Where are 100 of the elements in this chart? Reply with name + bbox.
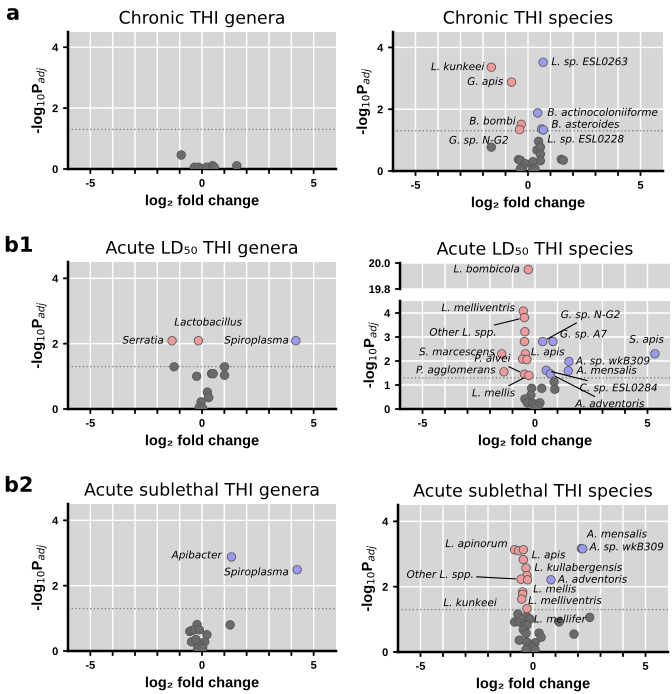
x-axis-title: log₂ fold change [478, 434, 592, 448]
x-axis-title: log₂ fold change [146, 676, 259, 690]
annotation: L. bombicola [454, 264, 520, 273]
annotation: A. mensalis [586, 530, 647, 538]
annotation: L. kunkeei [431, 62, 484, 70]
annotation: B. bombi [470, 116, 516, 125]
x-tick-label: 0 [199, 179, 205, 187]
chart-title: Acute sublethal THI genera [84, 482, 318, 500]
annotation: L. melliventris [528, 596, 602, 604]
annotation: L. apinorum [446, 539, 507, 550]
x-tick-label: 5 [310, 419, 316, 427]
point [530, 645, 540, 652]
y-tick-label: 4 [52, 516, 58, 524]
annotation: L. mellis [533, 584, 576, 593]
text: b2 [6, 476, 32, 492]
point [546, 575, 556, 585]
point [194, 336, 204, 346]
y-tick-label: 2 [382, 582, 388, 591]
y-tick-label: 0 [378, 167, 383, 176]
point [518, 545, 528, 554]
y-tick-label: 2 [384, 357, 390, 366]
point [521, 628, 531, 638]
point [538, 336, 548, 346]
annotation: Other L. spp. [406, 570, 472, 580]
y-tick-label: 4 [377, 44, 384, 52]
point [506, 77, 516, 87]
x-tick-label: -5 [86, 419, 95, 427]
point [522, 604, 532, 614]
x-tick-label: 0 [532, 419, 538, 427]
annotation: L. mellis [472, 388, 515, 396]
x-tick-label: -5 [86, 661, 95, 669]
annotation: L. sp. ESL0263 [552, 57, 628, 68]
x-tick-label: -5 [416, 662, 426, 670]
point [291, 336, 300, 346]
annotation: B. actinocoloniiforme [548, 108, 658, 116]
point [518, 554, 528, 564]
point [548, 336, 558, 346]
x-tick-label: 0 [525, 181, 531, 189]
point [522, 575, 532, 585]
point [169, 362, 179, 372]
annotation: Spiroplasma [224, 567, 288, 578]
point [226, 552, 236, 562]
annotation: S. apis [629, 334, 664, 345]
y-tick-label: 2 [52, 340, 58, 348]
point [192, 372, 202, 382]
y-tick-label: 4 [382, 518, 388, 526]
point [564, 366, 573, 376]
y-axis-title: -log$_{10}$P$_{adj}$ [363, 322, 378, 388]
x-axis-title: log₂ fold change [146, 434, 259, 448]
point [558, 155, 568, 165]
x-axis-title: log₂ fold change [476, 678, 590, 692]
y-tick-label: 1 [384, 381, 390, 390]
point [538, 58, 548, 67]
annotation: A. adventoris [557, 574, 627, 583]
text: b1 [6, 236, 32, 252]
point [532, 108, 542, 118]
annotation: P. agglomerans [416, 365, 496, 376]
x-tick-label: 5 [642, 662, 648, 670]
y-axis-title: -log$_{10}$P$_{adj}$ [361, 546, 376, 612]
y-tick-label: 0 [52, 647, 58, 656]
annotation: L. sp. ESL0228 [548, 134, 624, 145]
point [520, 336, 530, 346]
point [569, 629, 579, 639]
y-tick-label: 4 [52, 274, 58, 282]
point [514, 124, 524, 134]
annotation: L. apis [531, 347, 564, 358]
annotation: B. asteroides [552, 120, 620, 128]
y-tick-label: 2 [52, 582, 58, 590]
point [514, 636, 524, 645]
chart-title: Chronic THI genera [120, 10, 284, 28]
annotation: G. apis [468, 77, 504, 88]
point [522, 354, 532, 364]
annotation: L. kullabergensis [534, 563, 622, 574]
annotation: L. kunkeei [444, 598, 497, 606]
chart-title: Acute sublethal THI species [413, 483, 652, 500]
x-tick-label: -5 [86, 179, 95, 187]
annotation: G. sp. N-G2 [561, 310, 620, 320]
point [650, 349, 660, 358]
point [564, 356, 574, 366]
annotation: L. melliventris [442, 303, 515, 312]
x-tick-label: 5 [644, 419, 650, 427]
y-tick-label: 19.8 [369, 285, 390, 294]
x-tick-label: 0 [199, 661, 205, 669]
text: a [6, 8, 18, 20]
point [167, 336, 177, 346]
point [536, 632, 546, 642]
point [520, 327, 530, 336]
chart-title: Chronic THI species [444, 10, 612, 28]
y-axis-title: -log$_{10}$P$_{adj}$ [31, 68, 46, 134]
annotation: A. sp. wkB309 [589, 542, 664, 552]
point [517, 594, 526, 604]
x-tick-label: 0 [199, 419, 205, 427]
y-tick-label: 2 [52, 104, 58, 112]
y-tick-label: 3 [384, 333, 390, 342]
point [499, 367, 509, 376]
point [204, 392, 214, 402]
y-axis-title: -log$_{10}$P$_{adj}$ [31, 544, 46, 610]
annotation: S. marcescens [419, 348, 495, 356]
y-tick-label: 0 [382, 648, 388, 656]
annotation: A. sp. wkB309 [575, 356, 650, 367]
